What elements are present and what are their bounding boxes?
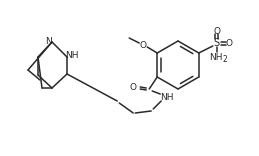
Text: NH: NH [65, 51, 79, 61]
Text: N: N [45, 37, 51, 46]
Text: NH: NH [209, 53, 222, 61]
Text: S: S [214, 38, 220, 48]
Text: O: O [130, 83, 137, 93]
Text: 2: 2 [222, 54, 227, 63]
Text: O: O [140, 41, 147, 49]
Text: O: O [225, 39, 232, 47]
Text: NH: NH [161, 93, 174, 102]
Text: O: O [213, 27, 220, 36]
